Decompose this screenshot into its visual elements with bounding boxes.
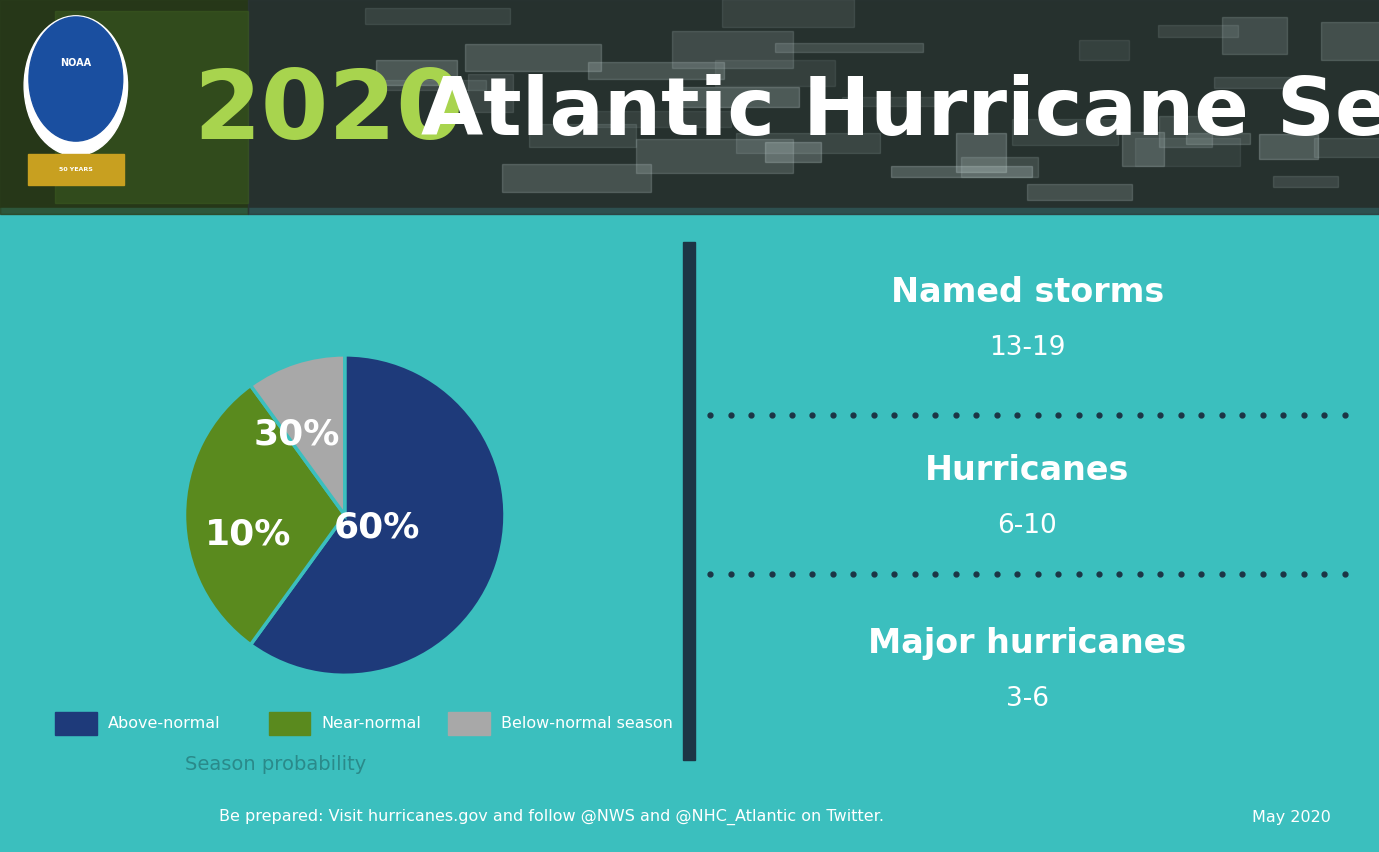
Wedge shape [185, 385, 345, 645]
Wedge shape [251, 354, 505, 676]
Text: 13-19: 13-19 [989, 335, 1066, 361]
Bar [721, 0, 854, 27]
Bar [961, 157, 1038, 177]
Bar [596, 111, 731, 127]
Text: 2020: 2020 [193, 66, 463, 159]
Bar [1157, 25, 1238, 37]
Bar [775, 43, 923, 52]
Bar [530, 124, 636, 147]
Bar [736, 133, 880, 153]
Bar [957, 133, 1005, 171]
Wedge shape [251, 354, 345, 515]
Bar [714, 60, 834, 86]
Bar [1027, 184, 1132, 200]
Bar [841, 96, 936, 106]
Bar [382, 80, 485, 90]
Text: Below-normal season: Below-normal season [501, 717, 673, 731]
Bar [672, 31, 793, 68]
Bar [502, 164, 651, 193]
Bar [55, 712, 97, 735]
Bar [1135, 139, 1240, 166]
Bar [1314, 138, 1379, 157]
Text: Season probability: Season probability [185, 755, 367, 774]
Text: Atlantic Hurricane Season Outlook: Atlantic Hurricane Season Outlook [393, 74, 1379, 152]
Bar [248, 0, 1379, 215]
Text: Named storms: Named storms [891, 276, 1164, 309]
Text: Major hurricanes: Major hurricanes [869, 626, 1186, 659]
Bar [1078, 40, 1129, 60]
Bar [637, 139, 793, 173]
Text: May 2020: May 2020 [1252, 809, 1331, 825]
Bar [765, 142, 821, 162]
Text: 6-10: 6-10 [997, 513, 1058, 539]
Text: Above-normal: Above-normal [108, 717, 221, 731]
Bar [448, 712, 490, 735]
Text: 50 YEARS: 50 YEARS [59, 167, 92, 172]
Bar [1321, 22, 1379, 60]
Bar [0, 208, 1379, 226]
Ellipse shape [23, 16, 128, 156]
Bar [891, 166, 1031, 177]
Bar [1012, 119, 1117, 146]
Bar [0, 0, 248, 215]
Bar [683, 243, 695, 760]
Bar [1214, 77, 1296, 88]
Bar [1222, 17, 1287, 55]
Text: Be prepared: Visit hurricanes.gov and follow @NWS and @NHC_Atlantic on Twitter.: Be prepared: Visit hurricanes.gov and fo… [219, 809, 884, 826]
Text: 60%: 60% [334, 511, 421, 545]
Bar [1158, 116, 1212, 147]
Bar [365, 8, 510, 24]
Bar [28, 153, 124, 185]
Bar [467, 74, 513, 112]
Bar [55, 11, 248, 203]
Text: 10%: 10% [205, 517, 292, 551]
Bar [670, 87, 798, 107]
Text: 3-6: 3-6 [1005, 686, 1049, 711]
Text: NOAA: NOAA [61, 58, 91, 68]
Bar [1186, 134, 1251, 144]
Text: 30%: 30% [254, 418, 339, 452]
Text: Hurricanes: Hurricanes [925, 454, 1129, 487]
Bar [1123, 131, 1164, 166]
Bar [269, 712, 310, 735]
Bar [376, 60, 456, 85]
Ellipse shape [29, 17, 123, 141]
Bar [1259, 135, 1318, 158]
Text: Near-normal: Near-normal [321, 717, 421, 731]
Bar [465, 44, 601, 72]
Bar [589, 62, 724, 78]
Bar [1273, 176, 1339, 187]
